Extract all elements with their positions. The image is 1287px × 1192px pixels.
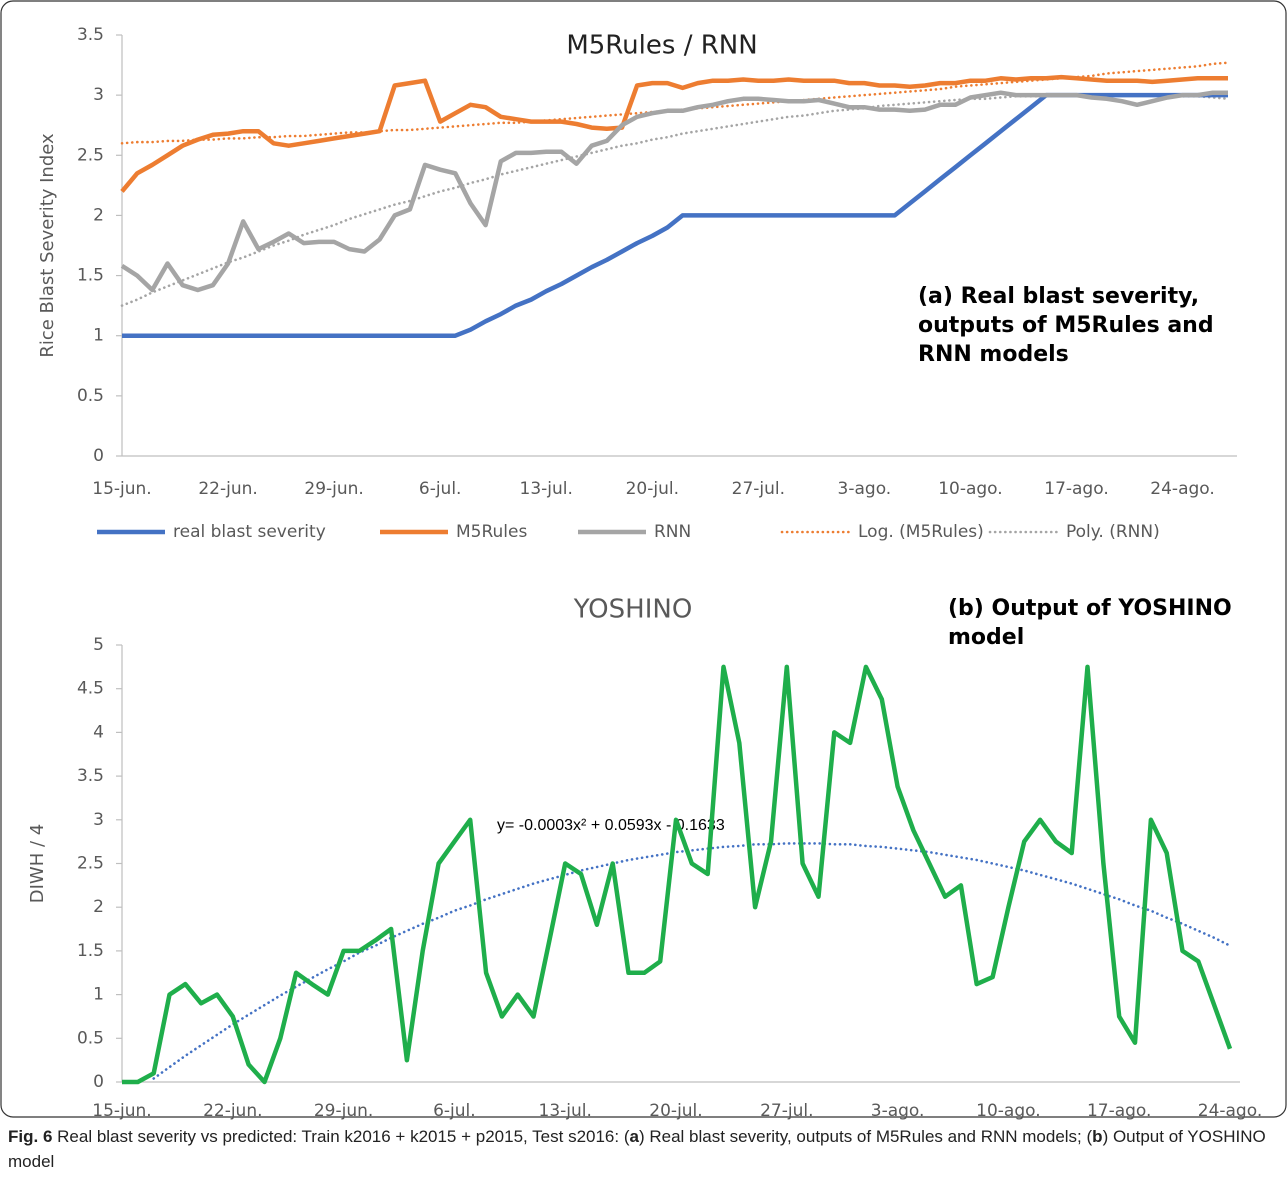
y-tick-label: 0.5 [77,1028,104,1048]
x-tick-label: 29-jun. [314,1101,373,1121]
y-tick-label: 2.5 [77,854,104,874]
y-tick-label: 0 [93,446,104,466]
legend-label: real blast severity [173,522,326,542]
equation: y= -0.0003x² + 0.0593x - 0.1633 [497,817,725,834]
legend-label: Log. (M5Rules) [858,522,984,542]
x-tick-label: 27-jul. [732,479,785,499]
y-tick-label: 3.5 [77,25,104,45]
x-tick-label: 20-jul. [649,1101,702,1121]
y-tick-label: 5 [93,635,104,655]
y-tick-label: 2.5 [77,145,104,165]
y-tick-label: 1.5 [77,266,104,286]
y-tick-label: 1.5 [77,941,104,961]
x-tick-label: 3-ago. [838,479,892,499]
y-tick-label: 2 [93,205,104,225]
x-tick-label: 6-jul. [433,1101,476,1121]
x-tick-label: 13-jul. [539,1101,592,1121]
legend-label: RNN [654,522,691,542]
x-tick-label: 24-ago. [1198,1101,1262,1121]
x-tick-label: 17-ago. [1044,479,1108,499]
y-axis-label: DIWH / 4 [27,824,48,903]
x-tick-label: 20-jul. [626,479,679,499]
x-tick-label: 17-ago. [1087,1101,1151,1121]
y-tick-label: 2 [93,897,104,917]
y-tick-label: 1 [93,985,104,1005]
annotation: (a) Real blast severity, outputs of M5Ru… [918,284,1214,367]
y-tick-label: 4 [93,722,104,742]
x-tick-label: 24-ago. [1150,479,1214,499]
legend-label: Poly. (RNN) [1066,522,1160,542]
x-tick-label: 10-ago. [938,479,1002,499]
series-line [120,74,1228,193]
x-tick-label: 6-jul. [419,479,462,499]
x-tick-label: 29-jun. [304,479,363,499]
x-tick-label: 10-ago. [976,1101,1040,1121]
y-tick-label: 0.5 [77,386,104,406]
x-tick-label: 22-jun. [198,479,257,499]
y-tick-label: 1 [93,326,104,346]
series-line [120,93,1230,307]
caption-text: ) Real blast severity, outputs of M5Rule… [638,1127,1093,1146]
caption-label: Fig. 6 [8,1127,53,1146]
caption-text: b [1092,1127,1103,1146]
x-tick-label: 13-jul. [520,479,573,499]
y-tick-label: 0 [93,1072,104,1092]
caption-text: Real blast severity vs predicted: Train … [57,1127,630,1146]
x-tick-label: 3-ago. [871,1101,925,1121]
chart-title: YOSHINO [573,595,693,625]
y-axis-label: Rice Blast Severity Index [37,133,58,358]
caption-text: a [629,1127,639,1146]
x-tick-label: 27-jul. [760,1101,813,1121]
y-tick-label: 3 [93,85,104,105]
y-tick-label: 4.5 [77,679,104,699]
frame [0,0,1287,1118]
x-tick-label: 15-jun. [92,479,151,499]
series-line [120,90,1228,293]
series-line [122,664,1233,1085]
y-tick-label: 3.5 [77,766,104,786]
x-tick-label: 15-jun. [92,1101,151,1121]
annotation: (b) Output of YOSHINO model [948,596,1232,650]
y-tick-label: 3 [93,810,104,830]
series-line [152,842,1232,1080]
caption: Fig. 6 Real blast severity vs predicted:… [8,1124,1278,1174]
series-line [120,61,1230,145]
chart-title: M5Rules / RNN [566,31,757,61]
legend-label: M5Rules [456,522,527,542]
caption-text: ) Output of YOSHINO model [8,1127,1266,1171]
x-tick-label: 22-jun. [203,1101,262,1121]
